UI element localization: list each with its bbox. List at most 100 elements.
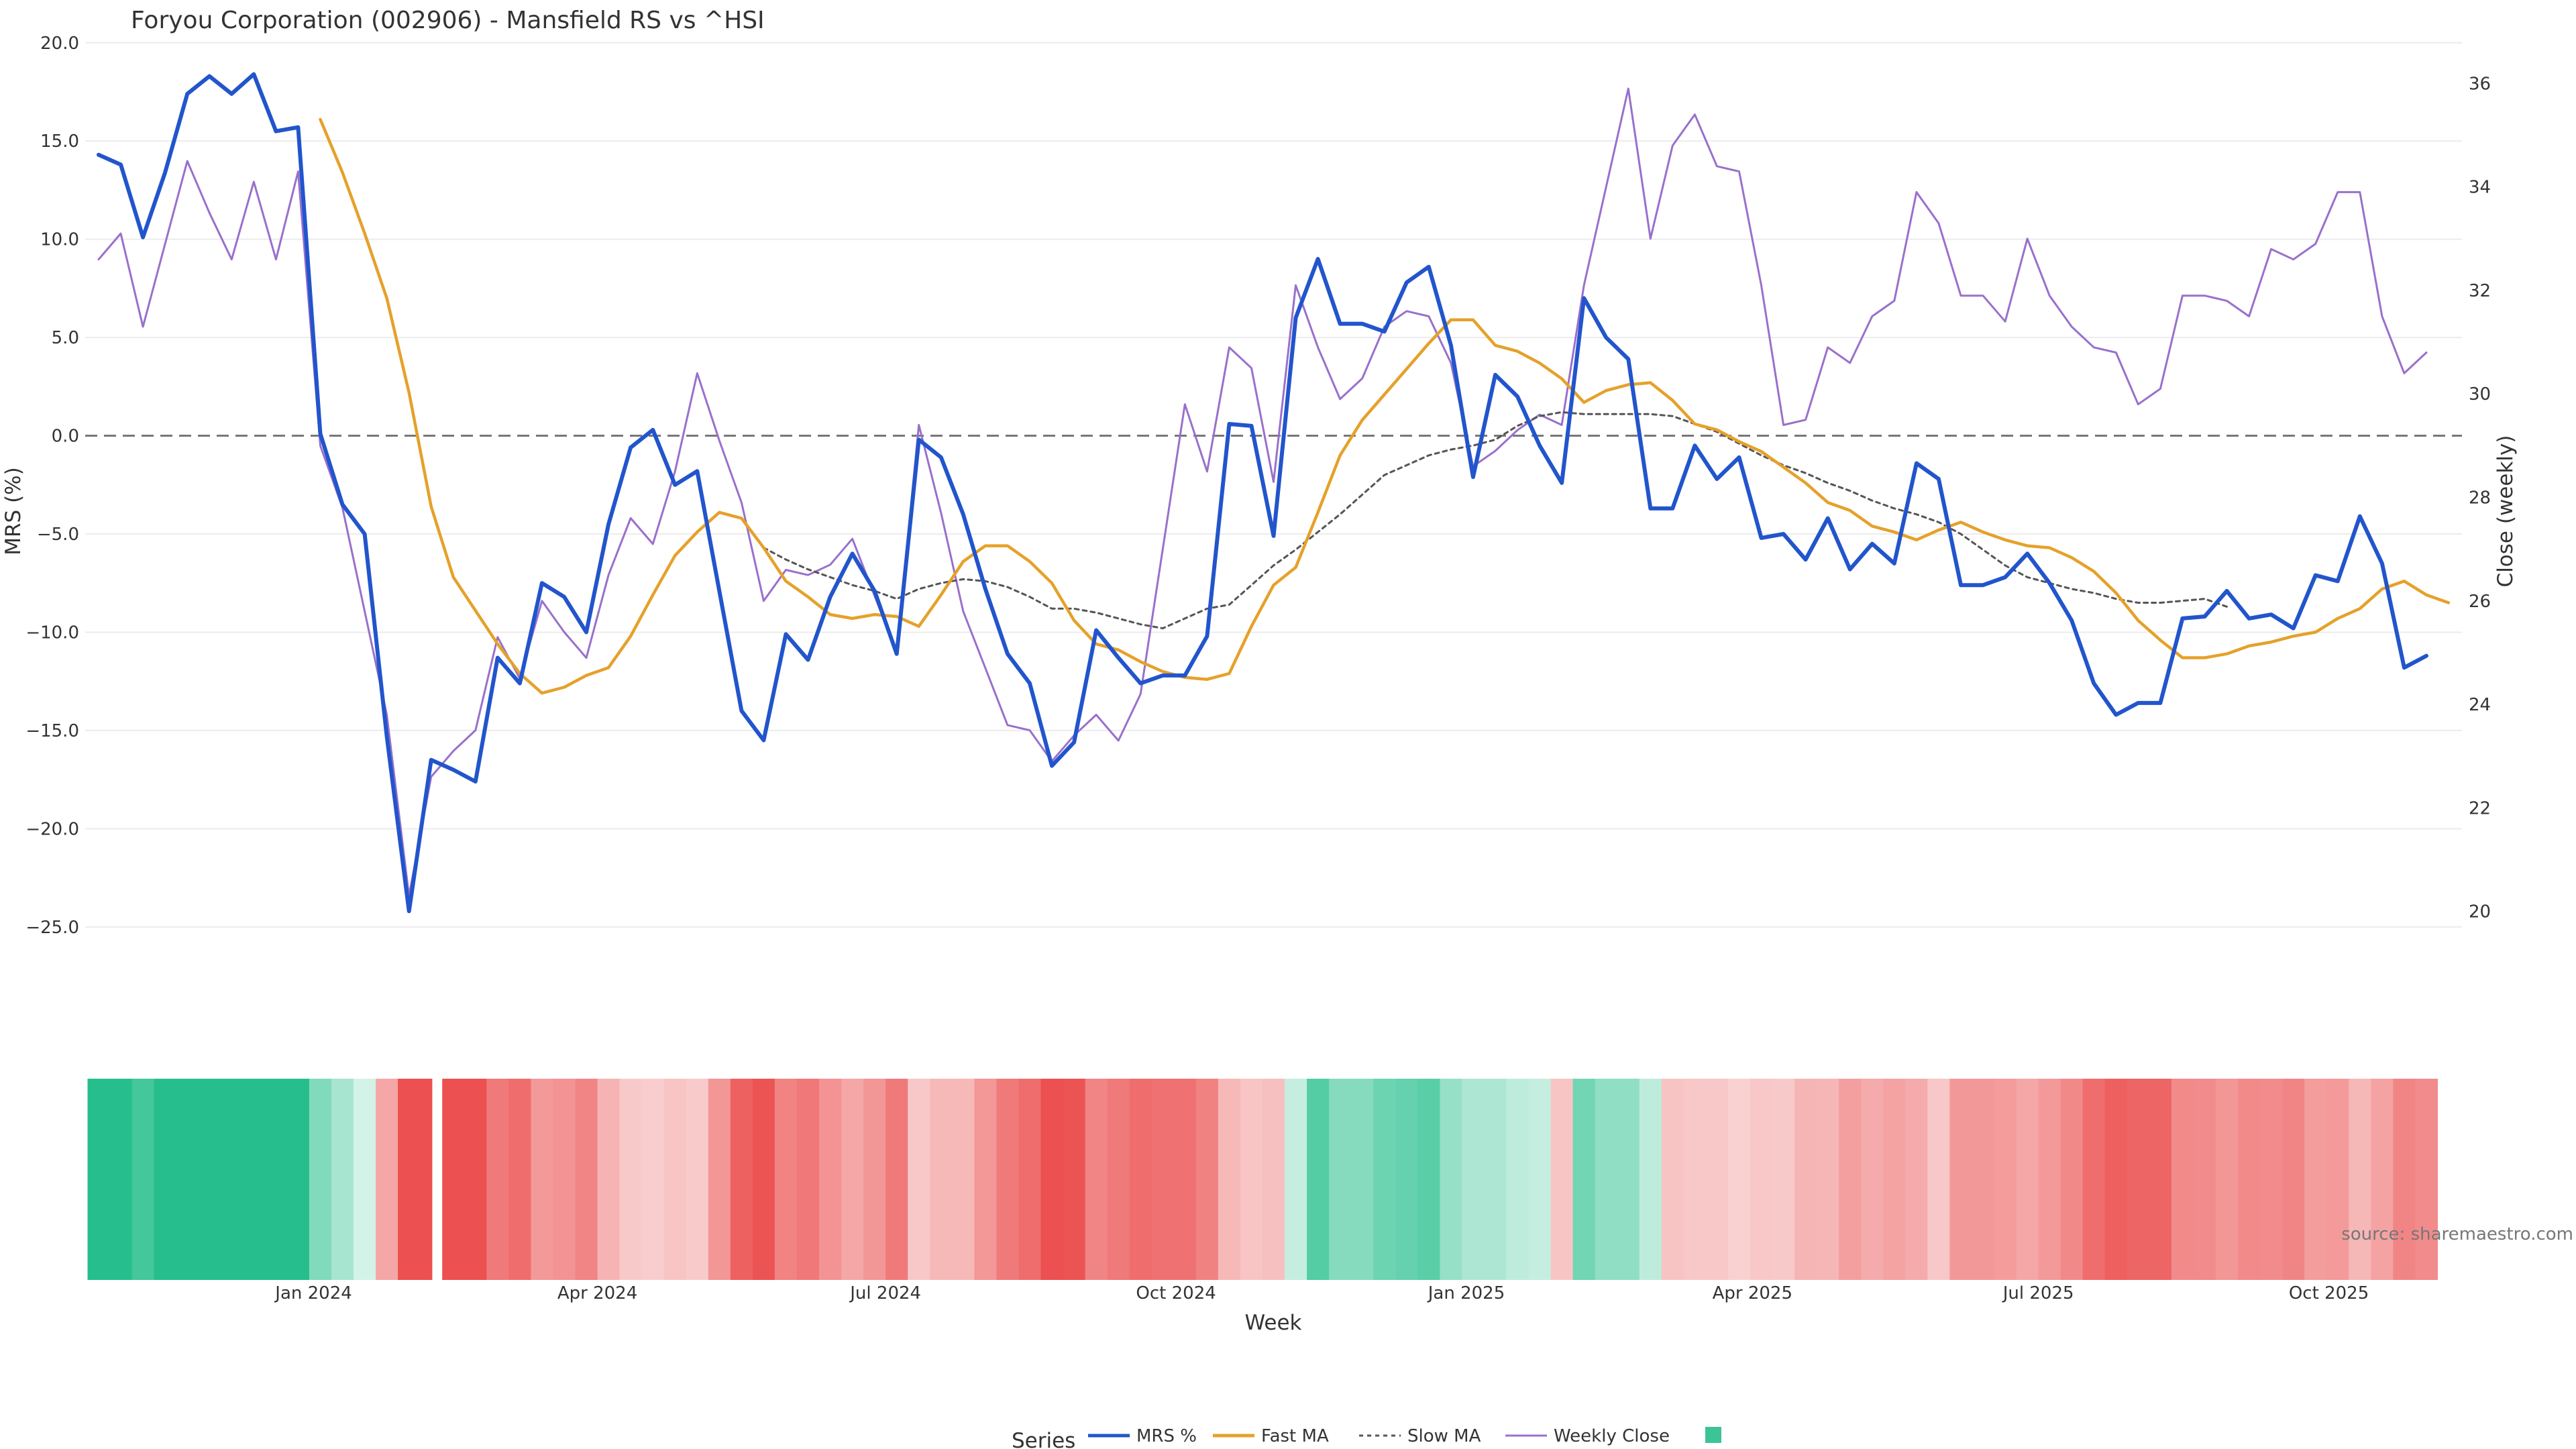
strip-cell (952, 1079, 975, 1280)
strip-cell (1151, 1079, 1175, 1280)
legend-label: Slow MA (1407, 1426, 1481, 1446)
strip-cell (686, 1079, 709, 1280)
strip-cell (1395, 1079, 1418, 1280)
strip-cell (2304, 1079, 2327, 1280)
x-tick-label: Oct 2024 (1136, 1283, 1216, 1303)
strip-cell (508, 1079, 531, 1280)
legend-title: Series (1012, 1429, 1075, 1449)
strip-cell (286, 1079, 310, 1280)
strip-cell (1484, 1079, 1507, 1280)
strip-cell (597, 1079, 621, 1280)
strip-cell (109, 1079, 133, 1280)
left-tick-label: −10.0 (25, 623, 79, 643)
strip-cell (1661, 1079, 1684, 1280)
strip-cell (619, 1079, 643, 1280)
strip-cell (1373, 1079, 1396, 1280)
strip-cell (1285, 1079, 1307, 1280)
strip-cell (2194, 1079, 2216, 1280)
legend-label: Weekly Close (1554, 1426, 1670, 1446)
strip-cell (464, 1079, 487, 1280)
strip-cell (1550, 1079, 1574, 1280)
strip-cell (331, 1079, 354, 1280)
series-lines (97, 72, 2451, 914)
strip-cell (1572, 1079, 1596, 1280)
strip-cell (1528, 1079, 1552, 1280)
strip-cell (154, 1079, 177, 1280)
strip-cell (553, 1079, 576, 1280)
left-tick-label: 15.0 (40, 131, 79, 152)
legend-swatch (1705, 1427, 1721, 1443)
x-tick-label: Jan 2025 (1427, 1283, 1505, 1303)
right-axis-title: Close (weekly) (2493, 435, 2518, 588)
right-tick-label: 28 (2469, 488, 2491, 508)
strip-cell (1063, 1079, 1086, 1280)
strip-cell (885, 1079, 908, 1280)
strip-cell (1883, 1079, 1906, 1280)
right-tick-label: 34 (2469, 178, 2491, 198)
right-tick-label: 26 (2469, 592, 2491, 612)
right-axis-ticks: 36 34 32 30 28 26 24 22 20 (2469, 74, 2491, 922)
strip-cell (87, 1079, 111, 1280)
x-tick-label: Jul 2025 (2002, 1283, 2074, 1303)
strip-cell (1329, 1079, 1352, 1280)
strip-cell (863, 1079, 886, 1280)
source-label: source: sharemaestro.com (2341, 1224, 2573, 1244)
x-axis-title: Week (1245, 1311, 1302, 1335)
strip-cell (398, 1079, 421, 1280)
gridlines (85, 42, 2462, 928)
strip-cell (242, 1079, 266, 1280)
strip-cell (2127, 1079, 2150, 1280)
strip-cell (1683, 1079, 1707, 1280)
strip-cell (1263, 1079, 1285, 1280)
left-tick-label: 10.0 (40, 230, 79, 250)
strip-cell (974, 1079, 997, 1280)
strip-cell (2326, 1079, 2349, 1280)
strip-cell (2371, 1079, 2394, 1280)
strip-cell (1129, 1079, 1152, 1280)
right-tick-label: 20 (2469, 902, 2491, 922)
strip-cell (575, 1079, 598, 1280)
strip-cell (2260, 1079, 2283, 1280)
left-tick-label: −15.0 (25, 721, 79, 741)
left-axis-title: MRS (%) (1, 467, 25, 555)
strip-cell (1750, 1079, 1773, 1280)
strip-cell (486, 1079, 509, 1280)
strip-cell (641, 1079, 665, 1280)
right-tick-label: 30 (2469, 384, 2491, 405)
strip-cell (1839, 1079, 1862, 1280)
strip-cell (1595, 1079, 1618, 1280)
strip-cell (1817, 1079, 1839, 1280)
strip-cell (774, 1079, 798, 1280)
strip-cell (2171, 1079, 2194, 1280)
strip-cell (1440, 1079, 1462, 1280)
strip-cell (420, 1079, 433, 1280)
strip-cell (1861, 1079, 1884, 1280)
x-tick-label: Jul 2024 (849, 1283, 921, 1303)
regime-strip (87, 1079, 2438, 1280)
strip-cell (198, 1079, 221, 1280)
strip-cell (1195, 1079, 1219, 1280)
strip-cell (2104, 1079, 2128, 1280)
strip-cell (309, 1079, 332, 1280)
left-tick-label: 0.0 (52, 427, 79, 447)
strip-cell (1018, 1079, 1042, 1280)
strip-cell (1705, 1079, 1729, 1280)
left-tick-label: −20.0 (25, 819, 79, 839)
right-tick-label: 36 (2469, 74, 2491, 94)
strip-cell (1173, 1079, 1197, 1280)
strip-cell (2060, 1079, 2084, 1280)
strip-cell (1351, 1079, 1374, 1280)
chart-title: Foryou Corporation (002906) - Mansfield … (131, 7, 765, 34)
left-tick-label: 5.0 (52, 328, 79, 348)
strip-cell (2393, 1079, 2416, 1280)
x-axis-ticks: Jan 2024 Apr 2024 Jul 2024 Oct 2024 Jan 2025… (274, 1283, 2369, 1303)
series-line-slow-ma (762, 411, 2228, 630)
series-line-weekly-close (97, 87, 2428, 897)
strip-cell (1107, 1079, 1130, 1280)
strip-cell (1417, 1079, 1440, 1280)
strip-cell (1307, 1079, 1330, 1280)
strip-cell (354, 1079, 376, 1280)
strip-cell (1927, 1079, 1950, 1280)
strip-cell (1040, 1079, 1064, 1280)
strip-cell (2282, 1079, 2305, 1280)
